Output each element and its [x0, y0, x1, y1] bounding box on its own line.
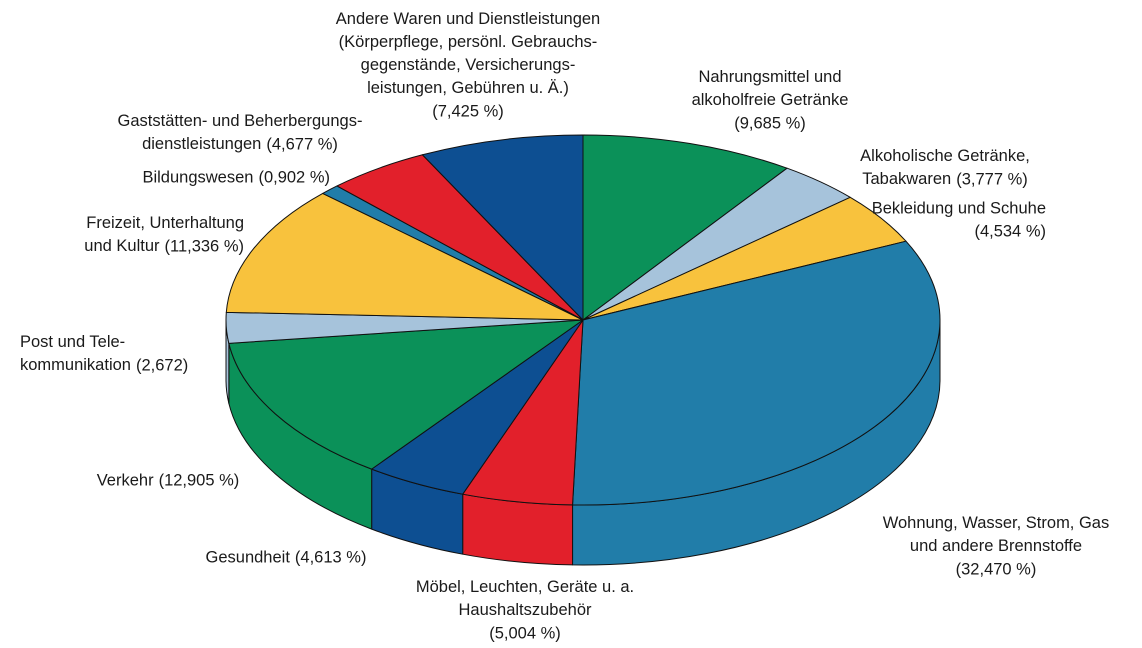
slice	[582, 134, 788, 321]
value-label: (0,902 %)	[258, 168, 330, 186]
slice	[228, 319, 584, 470]
slice	[572, 240, 941, 506]
slice-label: Gesundheit	[206, 548, 291, 566]
value-label: (4,613 %)	[295, 548, 367, 566]
slice-label: Verkehr	[97, 471, 154, 489]
slice-label: Bildungswesen	[142, 168, 253, 186]
value-label: (7,425 %)	[432, 102, 504, 120]
value-label: (2,672)	[136, 356, 188, 374]
value-label: (4,534 %)	[974, 222, 1046, 240]
slice-label: Freizeit, Unterhaltung und Kultur	[84, 214, 244, 255]
value-label: (11,336 %)	[165, 237, 245, 255]
slice-label: Möbel, Leuchten, Geräte u. a. Haushaltszu…	[416, 578, 634, 619]
slice-label: Alkoholische Getränke, Tabakwaren	[860, 147, 1030, 188]
value-label: (12,905 %)	[159, 471, 240, 489]
slice-label: Gaststätten- und Beherbergungs-dienstlei…	[118, 112, 363, 153]
value-label: (5,004 %)	[489, 624, 561, 642]
slice-label: Bekleidung und Schuhe	[872, 199, 1046, 217]
slice-label: Wohnung, Wasser, Strom, Gas und andere Br…	[883, 514, 1110, 555]
value-label: (3,777 %)	[956, 170, 1028, 188]
slice-label: Nahrungsmittel und alkoholfreie Getränke	[692, 68, 849, 109]
value-label: (9,685 %)	[734, 114, 806, 132]
value-label: (32,470 %)	[956, 560, 1037, 578]
slice-label: Post und Tele-kommunikation	[20, 333, 131, 374]
value-label: (4,677 %)	[266, 135, 338, 153]
slice	[421, 134, 584, 321]
slice	[225, 192, 584, 321]
slice-label: Andere Waren und Dienstleistungen (Körper…	[336, 10, 600, 97]
